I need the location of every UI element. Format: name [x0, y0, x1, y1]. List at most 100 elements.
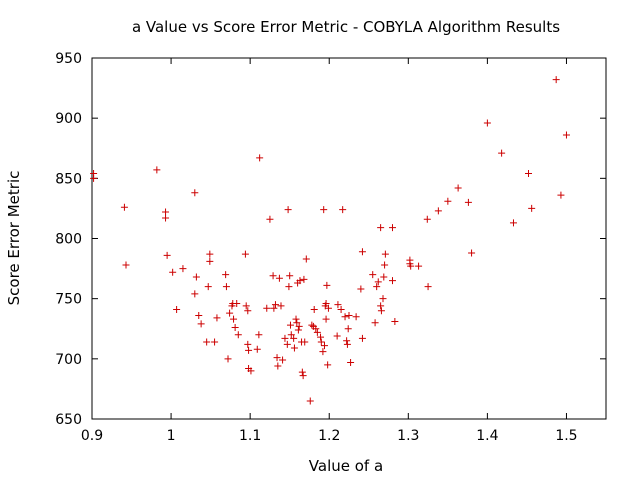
data-point [242, 302, 250, 310]
data-point [381, 250, 389, 258]
data-point [256, 154, 264, 162]
x-tick-label: 1.1 [239, 428, 261, 444]
data-point [373, 283, 381, 291]
data-point [222, 271, 230, 279]
data-point [341, 313, 349, 321]
data-point [120, 203, 128, 211]
data-point [406, 256, 414, 264]
data-point [509, 219, 517, 227]
data-point [424, 283, 432, 291]
data-point [233, 299, 241, 307]
data-point [287, 331, 295, 339]
data-point [231, 324, 239, 332]
data-point [270, 304, 278, 312]
data-point [317, 338, 325, 346]
data-point [296, 277, 304, 285]
data-point [388, 224, 396, 232]
data-point [230, 315, 238, 323]
data-point [358, 248, 366, 256]
y-tick-label: 700 [55, 352, 82, 368]
data-point [153, 166, 161, 174]
x-tick-label: 1.5 [555, 428, 577, 444]
data-point [290, 344, 298, 352]
data-point [273, 354, 281, 362]
data-point [197, 320, 205, 328]
data-point [319, 348, 327, 356]
data-point [244, 307, 252, 315]
data-point [369, 271, 377, 279]
data-point [163, 251, 171, 259]
data-point [162, 208, 170, 216]
data-point [324, 304, 332, 312]
data-point [286, 272, 294, 280]
data-point [322, 315, 330, 323]
data-point [302, 255, 310, 263]
data-point [241, 250, 249, 258]
data-point [294, 326, 302, 334]
data-point [434, 207, 442, 215]
y-axis-title: Score Error Metric [5, 171, 23, 306]
data-point [358, 334, 366, 342]
data-point [483, 119, 491, 127]
data-point [324, 361, 332, 369]
data-point [557, 191, 565, 199]
data-point [275, 274, 283, 282]
x-tick-label: 1.2 [318, 428, 340, 444]
data-point [444, 197, 452, 205]
data-point [317, 333, 325, 341]
data-point [122, 261, 130, 269]
data-point [343, 340, 351, 348]
data-point [245, 346, 253, 354]
data-point [377, 307, 385, 315]
data-point [323, 281, 331, 289]
x-tick-label: 1.3 [397, 428, 419, 444]
data-point [285, 283, 293, 291]
data-point [306, 397, 314, 405]
data-point [277, 302, 285, 310]
data-point [292, 315, 300, 323]
data-point [224, 355, 232, 363]
data-point [380, 273, 388, 281]
data-point [391, 318, 399, 326]
y-tick-label: 750 [55, 292, 82, 308]
data-point [388, 277, 396, 285]
data-point [377, 302, 385, 310]
data-point [320, 342, 328, 350]
data-point [191, 290, 199, 298]
data-point [464, 198, 472, 206]
data-point [312, 325, 320, 333]
data-point [334, 301, 342, 309]
data-point [281, 334, 289, 342]
data-point [274, 362, 282, 370]
data-point [454, 184, 462, 192]
data-point [337, 305, 345, 313]
data-point [195, 312, 203, 320]
data-point [343, 337, 351, 345]
data-point [423, 215, 431, 223]
data-point [263, 304, 271, 312]
data-point [320, 206, 328, 214]
data-point [253, 345, 261, 353]
data-point [271, 301, 279, 309]
data-point [290, 334, 298, 342]
data-point [213, 314, 221, 322]
data-point [347, 358, 355, 366]
data-point [204, 283, 212, 291]
data-points [90, 76, 570, 405]
data-point [179, 265, 187, 273]
y-tick-label: 950 [55, 51, 82, 67]
data-point [300, 275, 308, 283]
data-point [191, 189, 199, 197]
data-point [269, 272, 277, 280]
data-point [293, 319, 301, 327]
data-point [377, 224, 385, 232]
data-point [379, 295, 387, 303]
data-point [173, 305, 181, 313]
data-point [407, 262, 415, 270]
data-point [298, 368, 306, 376]
y-tick-label: 800 [55, 232, 82, 248]
data-point [255, 331, 263, 339]
data-point [525, 170, 533, 178]
data-point [284, 206, 292, 214]
data-point [374, 278, 382, 286]
